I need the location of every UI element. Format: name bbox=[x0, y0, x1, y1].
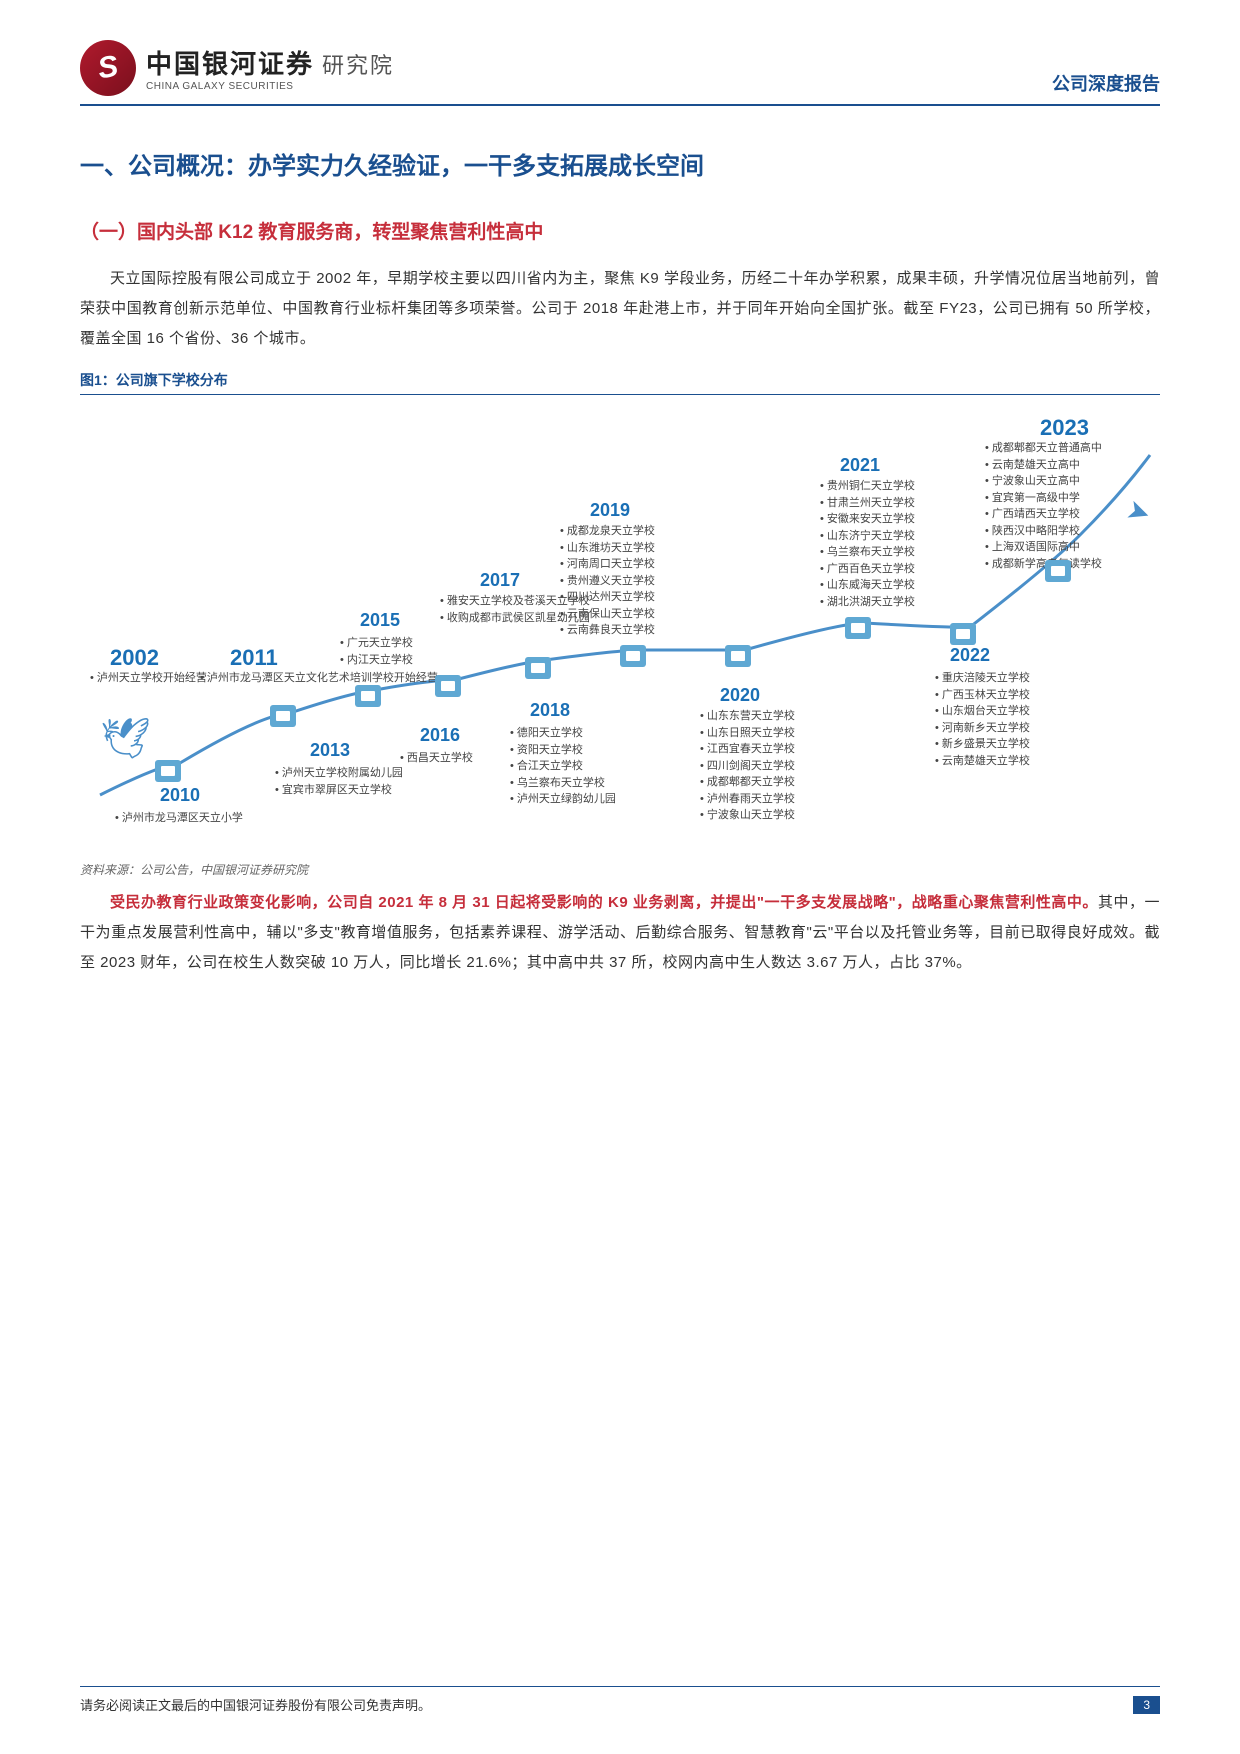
timeline-year-2022: 2022 bbox=[950, 645, 990, 666]
timeline-node-0 bbox=[155, 760, 181, 782]
timeline-items-2016: 西昌天立学校 bbox=[400, 750, 473, 767]
page-header: S 中国银河证券 研究院 CHINA GALAXY SECURITIES 公司深… bbox=[80, 40, 1160, 106]
timeline-year-2015: 2015 bbox=[360, 610, 400, 631]
timeline-node-7 bbox=[845, 617, 871, 639]
timeline-items-2013: 泸州天立学校附属幼儿园宜宾市翠屏区天立学校 bbox=[275, 765, 403, 798]
timeline-items-2023: 成都郫都天立普通高中云南楚雄天立高中宁波象山天立高中宜宾第一高级中学广西靖西天立… bbox=[985, 440, 1102, 572]
timeline-items-2010: 泸州市龙马潭区天立小学 bbox=[115, 810, 243, 827]
logo-block: S 中国银河证券 研究院 CHINA GALAXY SECURITIES bbox=[80, 40, 394, 96]
timeline-year-2002: 2002 bbox=[110, 645, 159, 671]
timeline-node-8 bbox=[950, 623, 976, 645]
timeline-items-2022: 重庆涪陵天立学校广西玉林天立学校山东烟台天立学校河南新乡天立学校新乡盛景天立学校… bbox=[935, 670, 1030, 769]
logo-text: 中国银河证券 研究院 CHINA GALAXY SECURITIES bbox=[146, 44, 394, 92]
timeline-items-2021: 贵州铜仁天立学校甘肃兰州天立学校安徽来安天立学校山东济宁天立学校乌兰察布天立学校… bbox=[820, 478, 915, 610]
timeline-items-2020: 山东东营天立学校山东日照天立学校江西宜春天立学校四川剑阁天立学校成都郫都天立学校… bbox=[700, 708, 795, 824]
timeline-items-2011: 泸州市龙马潭区天立文化艺术培训学校开始经营 bbox=[200, 670, 438, 687]
timeline-year-2011: 2011 bbox=[230, 645, 278, 671]
page-number: 3 bbox=[1133, 1696, 1160, 1714]
timeline-node-6 bbox=[725, 645, 751, 667]
section-h1: 一、公司概况：办学实力久经验证，一干多支拓展成长空间 bbox=[80, 146, 1160, 181]
timeline-year-2016: 2016 bbox=[420, 725, 460, 746]
paragraph-1: 天立国际控股有限公司成立于 2002 年，早期学校主要以四川省内为主，聚焦 K9… bbox=[80, 264, 1160, 354]
timeline-year-2017: 2017 bbox=[480, 570, 520, 591]
timeline-node-9 bbox=[1045, 560, 1071, 582]
paragraph-2-highlight: 受民办教育行业政策变化影响，公司自 2021 年 8 月 31 日起将受影响的 … bbox=[110, 894, 1098, 911]
timeline-node-5 bbox=[620, 645, 646, 667]
timeline-node-1 bbox=[270, 705, 296, 727]
paragraph-2: 受民办教育行业政策变化影响，公司自 2021 年 8 月 31 日起将受影响的 … bbox=[80, 888, 1160, 978]
timeline-items-2002: 泸州天立学校开始经营 bbox=[90, 670, 207, 687]
logo-cn: 中国银河证券 bbox=[146, 44, 314, 81]
logo-icon: S bbox=[80, 40, 136, 96]
timeline-items-2018: 德阳天立学校资阳天立学校合江天立学校乌兰察布天立学校泸州天立绿韵幼儿园 bbox=[510, 725, 616, 808]
section-h2: （一）国内头部 K12 教育服务商，转型聚焦营利性高中 bbox=[80, 217, 1160, 244]
timeline-year-2021: 2021 bbox=[840, 455, 880, 476]
figure1-timeline: 🕊 ➤ 2002泸州天立学校开始经营2010泸州市龙马潭区天立小学2011泸州市… bbox=[80, 395, 1160, 855]
timeline-node-2 bbox=[355, 685, 381, 707]
disclaimer-text: 请务必阅读正文最后的中国银河证券股份有限公司免责声明。 bbox=[80, 1695, 431, 1714]
timeline-items-2015: 广元天立学校内江天立学校 bbox=[340, 635, 413, 668]
timeline-year-2018: 2018 bbox=[530, 700, 570, 721]
timeline-year-2020: 2020 bbox=[720, 685, 760, 706]
figure1-caption: 图1：公司旗下学校分布 bbox=[80, 370, 1160, 395]
timeline-node-4 bbox=[525, 657, 551, 679]
page-footer: 请务必阅读正文最后的中国银河证券股份有限公司免责声明。 3 bbox=[80, 1686, 1160, 1714]
timeline-items-2019: 成都龙泉天立学校山东潍坊天立学校河南周口天立学校贵州遵义天立学校四川达州天立学校… bbox=[560, 523, 655, 639]
timeline-year-2010: 2010 bbox=[160, 785, 200, 806]
logo-sub: 研究院 bbox=[322, 48, 394, 80]
timeline-node-3 bbox=[435, 675, 461, 697]
timeline-year-2013: 2013 bbox=[310, 740, 350, 761]
figure1-source: 资料来源：公司公告，中国银河证券研究院 bbox=[80, 861, 1160, 878]
report-type: 公司深度报告 bbox=[1052, 70, 1160, 96]
bird-icon: 🕊 bbox=[100, 715, 151, 762]
logo-en: CHINA GALAXY SECURITIES bbox=[146, 81, 394, 92]
timeline-year-2019: 2019 bbox=[590, 500, 630, 521]
timeline-year-2023: 2023 bbox=[1040, 415, 1089, 441]
